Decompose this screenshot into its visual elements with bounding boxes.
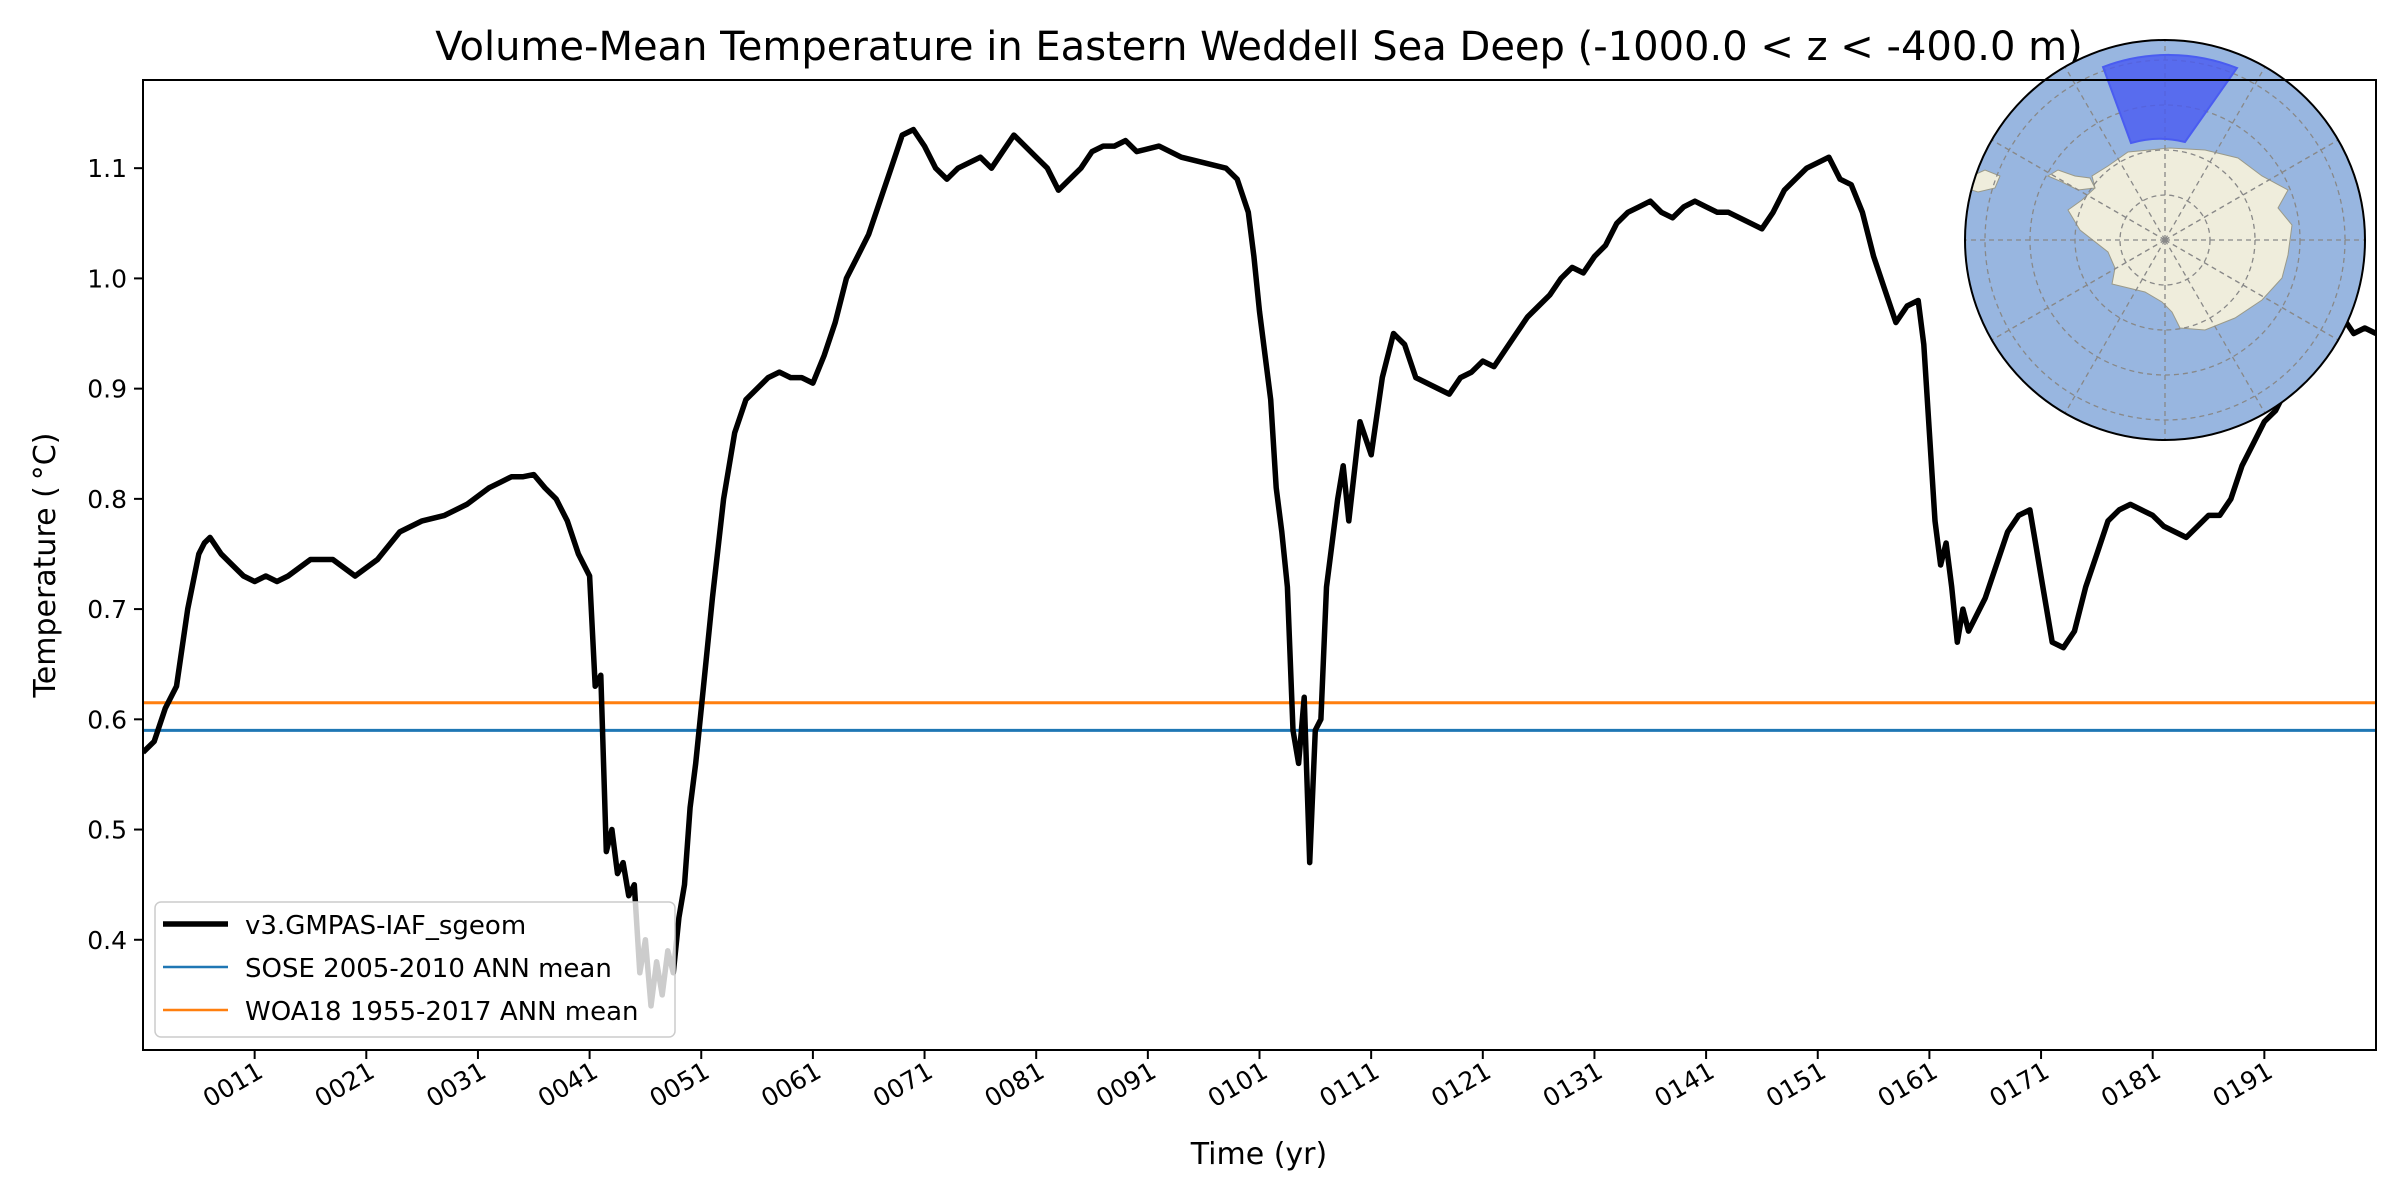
legend-label-sose: SOSE 2005-2010 ANN mean xyxy=(245,954,612,984)
x-tick-label: 0131 xyxy=(1538,1056,1608,1113)
legend: v3.GMPAS-IAF_sgeom SOSE 2005-2010 ANN me… xyxy=(154,901,676,1038)
x-axis-label: Time (yr) xyxy=(1190,1137,1327,1172)
legend-label-model: v3.GMPAS-IAF_sgeom xyxy=(245,911,526,941)
chart-title: Volume-Mean Temperature in Eastern Wedde… xyxy=(435,24,2083,70)
y-axis-label: Temperature ( °C) xyxy=(28,433,63,699)
x-tick-label: 0011 xyxy=(198,1056,268,1113)
y-tick-label: 0.8 xyxy=(87,485,127,514)
x-tick-label: 0141 xyxy=(1649,1056,1719,1113)
y-tick-label: 1.0 xyxy=(87,264,127,293)
plot-frame xyxy=(142,79,2377,1051)
x-tick-label: 0041 xyxy=(533,1056,603,1113)
x-tick-label: 0171 xyxy=(1984,1056,2054,1113)
x-tick-label: 0151 xyxy=(1761,1056,1831,1113)
legend-label-woa18: WOA18 1955-2017 ANN mean xyxy=(245,997,639,1027)
inset-polar-map xyxy=(1964,39,2366,441)
x-tick-label: 0161 xyxy=(1873,1056,1943,1113)
x-tick-label: 0061 xyxy=(756,1056,826,1113)
x-axis: 0011 0021 0031 0041 0051 0061 0071 0081 0091 0101… xyxy=(198,1050,2277,1113)
inset-graticule xyxy=(1965,40,2365,440)
antarctica-landmass xyxy=(2067,147,2293,331)
y-tick-label: 0.7 xyxy=(87,595,127,624)
x-tick-label: 0071 xyxy=(868,1056,938,1113)
x-tick-label: 0051 xyxy=(645,1056,715,1113)
eastern-weddell-sea-region xyxy=(2101,53,2239,145)
x-tick-label: 0191 xyxy=(2208,1056,2278,1113)
y-tick-label: 1.1 xyxy=(87,154,127,183)
y-tick-label: 0.9 xyxy=(87,375,127,404)
x-tick-label: 0111 xyxy=(1315,1056,1385,1113)
x-tick-label: 0021 xyxy=(310,1056,380,1113)
x-tick-label: 0181 xyxy=(2096,1056,2166,1113)
x-tick-label: 0121 xyxy=(1426,1056,1496,1113)
x-tick-label: 0031 xyxy=(421,1056,491,1113)
inset-border xyxy=(1964,39,2366,441)
y-tick-label: 0.4 xyxy=(87,926,127,955)
y-axis: 0.4 0.5 0.6 0.7 0.8 0.9 1.0 1.1 xyxy=(87,154,143,955)
y-tick-label: 0.5 xyxy=(87,816,127,845)
model-temperature-line xyxy=(143,126,2376,1009)
x-tick-label: 0091 xyxy=(1091,1056,1161,1113)
y-tick-label: 0.6 xyxy=(87,705,127,734)
x-tick-label: 0101 xyxy=(1203,1056,1273,1113)
x-tick-label: 0081 xyxy=(980,1056,1050,1113)
